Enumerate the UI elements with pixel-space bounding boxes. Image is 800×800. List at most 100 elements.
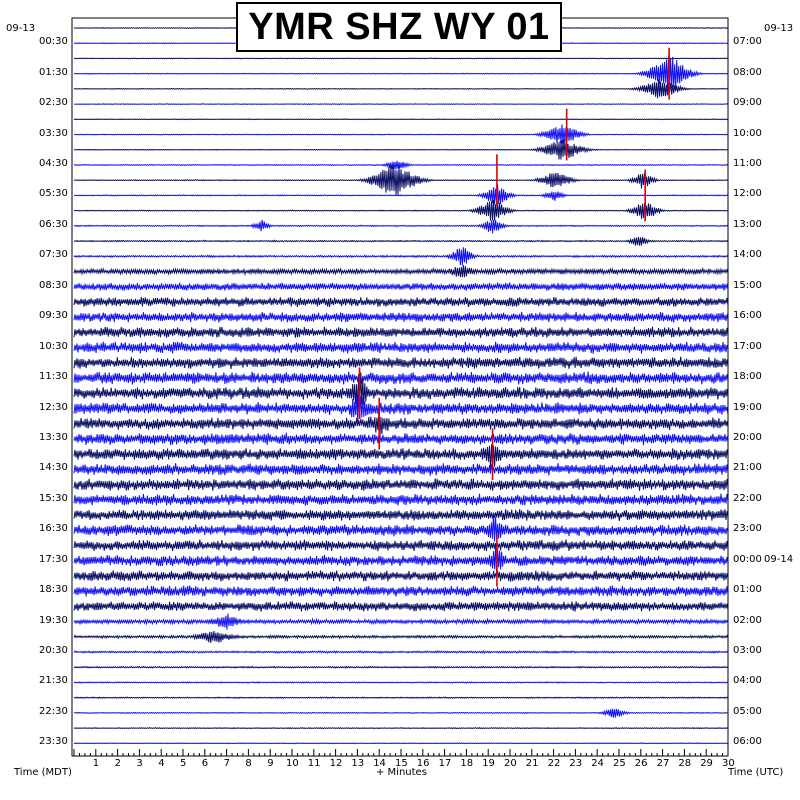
x-tick-label: 22 xyxy=(547,758,561,769)
right-date-midnight: 09-14 xyxy=(764,553,794,565)
x-tick-label: 30 xyxy=(722,758,735,769)
x-tick-label: 3 xyxy=(136,758,143,769)
right-time-label: 06:00 xyxy=(733,736,762,748)
right-time-label: 01:00 xyxy=(733,584,762,596)
left-time-label: 19:30 xyxy=(39,614,68,626)
right-time-label: 08:00 xyxy=(733,66,762,78)
x-tick-label: 8 xyxy=(245,758,252,769)
x-tick-label: 12 xyxy=(329,758,343,769)
x-tick-label: 27 xyxy=(656,758,670,769)
x-tick-label: 23 xyxy=(569,758,583,769)
trace-line xyxy=(73,160,729,170)
trace-line xyxy=(73,513,729,542)
x-tick-label: 7 xyxy=(223,758,230,769)
x-tick-label: 20 xyxy=(504,758,517,769)
trace-line xyxy=(73,57,729,60)
left-time-label: 20:30 xyxy=(39,645,68,657)
right-time-label: 19:00 xyxy=(733,401,762,413)
trace-line xyxy=(73,696,729,700)
x-tick-label: 24 xyxy=(591,758,604,769)
chart-title: YMR SHZ WY 01 xyxy=(248,6,550,48)
x-tick-label: 21 xyxy=(525,758,539,769)
right-time-label: 23:00 xyxy=(733,523,762,535)
right-time-label: 02:00 xyxy=(733,614,762,626)
trace-line xyxy=(73,103,729,106)
x-tick-label: 11 xyxy=(307,758,321,769)
trace-line xyxy=(73,139,729,160)
left-time-label: 22:30 xyxy=(39,705,68,717)
x-tick-label: 29 xyxy=(700,758,713,769)
x-tick-label: 28 xyxy=(678,758,692,769)
x-tick-label: 26 xyxy=(634,758,648,769)
trace-line xyxy=(73,326,729,338)
trace-line xyxy=(73,463,729,476)
right-time-label: 11:00 xyxy=(733,157,762,169)
left-time-label: 23:30 xyxy=(39,736,68,748)
trace-line xyxy=(73,219,729,234)
left-time-label: 16:30 xyxy=(39,523,68,535)
left-time-label: 08:30 xyxy=(39,279,68,291)
right-time-label: 21:00 xyxy=(733,462,762,474)
right-time-label: 22:00 xyxy=(733,492,762,504)
trace-line xyxy=(73,184,729,205)
x-tick-label: 15 xyxy=(395,758,408,769)
trace-line xyxy=(73,282,729,291)
trace-line xyxy=(73,649,729,654)
left-time-label: 13:30 xyxy=(39,431,68,443)
left-time-label: 14:30 xyxy=(39,462,68,474)
x-axis-label: + Minutes xyxy=(376,767,427,778)
date-left: 09-13 xyxy=(6,23,36,34)
left-time-label: 12:30 xyxy=(39,401,68,413)
right-time-label: 20:00 xyxy=(733,431,762,443)
x-tick-label: 5 xyxy=(180,758,187,769)
left-time-label: 06:30 xyxy=(39,218,68,230)
trace-line xyxy=(73,372,729,413)
right-time-label: 03:00 xyxy=(733,645,762,657)
plot-frame xyxy=(71,17,729,757)
x-tick-label: 13 xyxy=(351,758,365,769)
title-box: YMR SHZ WY 01 xyxy=(236,2,562,52)
right-time-label: 18:00 xyxy=(733,371,762,383)
trace-line xyxy=(73,124,729,144)
left-time-label: 02:30 xyxy=(39,97,68,109)
trace-line xyxy=(73,356,729,369)
trace-line xyxy=(73,708,729,718)
trace-line xyxy=(73,432,729,446)
trace-line xyxy=(73,55,729,89)
trace-line xyxy=(73,341,729,354)
trace-line xyxy=(73,681,729,684)
x-tick-label: 10 xyxy=(286,758,299,769)
trace-line xyxy=(73,546,729,576)
right-time-label: 04:00 xyxy=(733,675,762,687)
right-time-label: 14:00 xyxy=(733,249,762,261)
trace-line xyxy=(73,311,729,323)
trace-line xyxy=(73,509,729,521)
right-time-label: 07:00 xyxy=(733,36,762,48)
left-time-label: 01:30 xyxy=(39,66,68,78)
x-tick-label: 25 xyxy=(613,758,626,769)
x-tick-label: 2 xyxy=(114,758,121,769)
x-tick-label: 4 xyxy=(158,758,165,769)
trace-line xyxy=(73,539,729,552)
right-time-label: 17:00 xyxy=(733,340,762,352)
right-time-label: 00:00 xyxy=(733,553,762,565)
left-time-label: 15:30 xyxy=(39,492,68,504)
trace-line xyxy=(73,409,729,438)
left-time-label: 10:30 xyxy=(39,340,68,352)
trace-line xyxy=(73,199,729,221)
right-time-label: 13:00 xyxy=(733,218,762,230)
left-time-label: 05:30 xyxy=(39,188,68,200)
right-axis-label: Time (UTC) xyxy=(728,767,784,778)
x-tick-label: 1 xyxy=(92,758,100,769)
trace-line xyxy=(73,742,729,745)
x-tick-label: 18 xyxy=(460,758,474,769)
left-time-label: 21:30 xyxy=(39,675,68,687)
trace-line xyxy=(73,236,729,246)
left-time-label: 00:30 xyxy=(39,36,68,48)
trace-line xyxy=(73,665,729,670)
trace-line xyxy=(73,726,729,730)
trace-line xyxy=(73,493,729,506)
x-tick-label: 16 xyxy=(416,758,430,769)
trace-line xyxy=(73,613,729,630)
trace-line xyxy=(73,165,729,196)
